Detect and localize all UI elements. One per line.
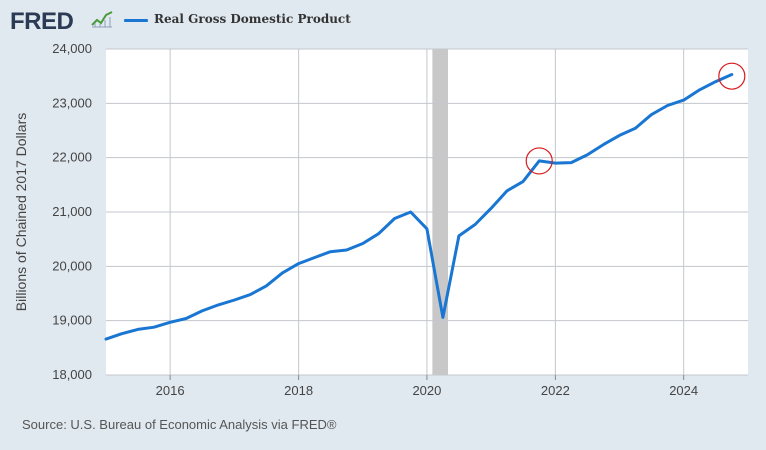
fred-logo[interactable]: FRED [10,8,74,35]
chart: 18,000 19,000 20,000 21,000 22,000 23,000 24,0… [13,41,748,398]
x-tick-label: 2024 [669,383,698,398]
highlight-marker [525,147,553,175]
header: FRED Real Gross Domestic Product [0,0,766,40]
legend-swatch [124,19,148,22]
series-line [104,73,734,341]
x-tick-label: 2022 [541,383,570,398]
y-tick-label: 20,000 [52,258,92,273]
x-tick-label: 2020 [412,383,441,398]
x-tick-label: 2016 [156,383,185,398]
chart-line-icon [91,11,113,28]
y-tick-label: 24,000 [52,41,92,56]
source-note: Source: U.S. Bureau of Economic Analysis… [22,417,337,432]
y-tick-label: 18,000 [52,367,92,382]
legend-label: Real Gross Domestic Product [154,12,351,26]
y-tick-label: 19,000 [52,313,92,328]
y-axis-label: Billions of Chained 2017 Dollars [13,113,29,311]
y-tick-label: 21,000 [52,204,92,219]
y-tick-label: 22,000 [52,150,92,165]
x-tick-label: 2018 [284,383,313,398]
highlight-marker [718,62,746,90]
y-tick-label: 23,000 [52,95,92,110]
